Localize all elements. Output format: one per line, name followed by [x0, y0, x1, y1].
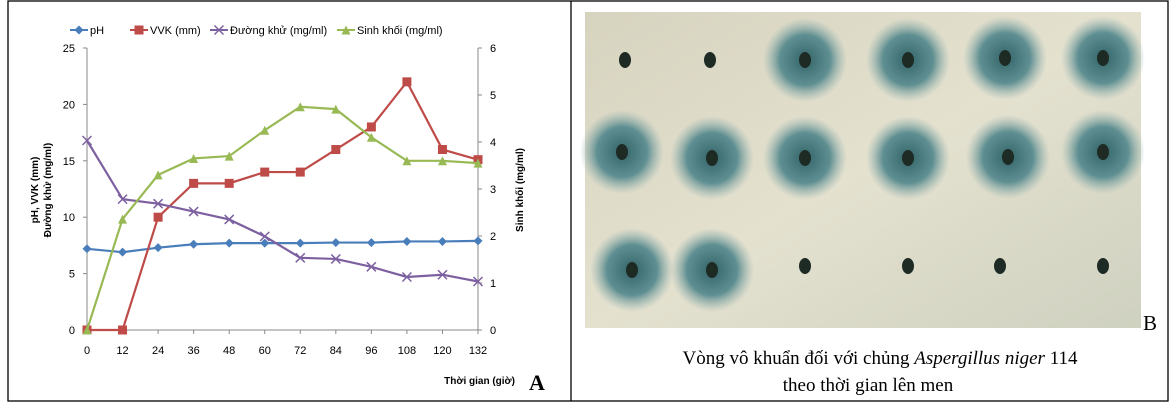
y2-tick-label: 0 [490, 325, 496, 337]
well [1097, 258, 1109, 274]
well [1002, 149, 1014, 165]
well [619, 52, 631, 68]
page: 0510152025012345601224364860728496108120… [0, 0, 1176, 403]
panel-label: B [1143, 311, 1157, 335]
legend-label: Đường khử (mg/ml) [230, 25, 327, 37]
x-tick-label: 96 [365, 345, 377, 357]
marker [154, 243, 163, 252]
well [799, 52, 811, 68]
x-tick-label: 60 [259, 345, 271, 357]
x-tick-label: 24 [152, 345, 164, 357]
y2-axis-label: Sinh khối (mg/ml) [514, 148, 526, 232]
marker [260, 168, 269, 177]
x-tick-label: 36 [188, 345, 200, 357]
well [704, 52, 716, 68]
x-tick-label: 12 [116, 345, 128, 357]
chart: 0510152025012345601224364860728496108120… [30, 25, 526, 387]
marker [438, 145, 447, 154]
well [1097, 144, 1109, 160]
x-tick-label: 132 [469, 345, 487, 357]
y-tick-label: 15 [63, 156, 75, 168]
caption-text: Vòng vô khuẩn đối với chủng [683, 348, 915, 369]
y2-tick-label: 5 [490, 90, 496, 102]
well [626, 262, 638, 278]
series-line [87, 107, 478, 330]
well [799, 258, 811, 274]
y2-tick-label: 6 [490, 43, 496, 55]
y2-tick-label: 2 [490, 231, 496, 243]
x-tick-label: 72 [294, 345, 306, 357]
marker [154, 170, 163, 179]
y2-tick-label: 4 [490, 137, 496, 149]
x-axis-label: Thời gian (giờ) [444, 376, 515, 387]
legend-label: Sinh khối (mg/ml) [357, 25, 443, 37]
photo [580, 12, 1145, 328]
well [902, 258, 914, 274]
marker [75, 26, 84, 35]
y-tick-label: 0 [69, 325, 75, 337]
x-tick-label: 108 [398, 345, 416, 357]
well [706, 150, 718, 166]
x-tick-label: 0 [84, 345, 90, 357]
marker [438, 237, 447, 246]
well [999, 50, 1011, 66]
y2-tick-label: 3 [490, 184, 496, 196]
marker [189, 179, 198, 188]
marker [118, 326, 127, 335]
well [902, 150, 914, 166]
marker [154, 213, 163, 222]
legend-label: VVK (mm) [150, 25, 201, 37]
y-axis-label: Đường khử (mg/ml) [43, 143, 54, 237]
well [616, 144, 628, 160]
x-tick-label: 120 [433, 345, 451, 357]
well [994, 258, 1006, 274]
marker [296, 239, 305, 248]
well [1097, 50, 1109, 66]
marker [402, 77, 411, 86]
well [706, 262, 718, 278]
marker [296, 168, 305, 177]
marker [225, 179, 234, 188]
x-tick-label: 84 [330, 345, 342, 357]
marker [331, 238, 340, 247]
panel-label: A [529, 370, 545, 395]
y-axis-label: pH, VVK (mm) [30, 157, 41, 224]
caption-text: 114 [1045, 348, 1078, 369]
marker [83, 244, 92, 253]
marker [189, 240, 198, 249]
marker [225, 239, 234, 248]
well [799, 150, 811, 166]
well [902, 52, 914, 68]
y-tick-label: 25 [63, 43, 75, 55]
y-tick-label: 20 [63, 99, 75, 111]
marker [118, 248, 127, 257]
marker [331, 145, 340, 154]
y-tick-label: 10 [63, 212, 75, 224]
marker [135, 26, 144, 35]
marker [367, 122, 376, 131]
y-tick-label: 5 [69, 269, 75, 281]
marker [474, 236, 483, 245]
caption-species: Aspergillus niger [912, 348, 1045, 369]
caption: theo thời gian lên men [783, 375, 954, 396]
legend-label: pH [90, 25, 104, 37]
marker [367, 238, 376, 247]
y2-tick-label: 1 [490, 278, 496, 290]
caption: Vòng vô khuẩn đối với chủng Aspergillus … [683, 348, 1078, 369]
x-tick-label: 48 [223, 345, 235, 357]
marker [402, 237, 411, 246]
